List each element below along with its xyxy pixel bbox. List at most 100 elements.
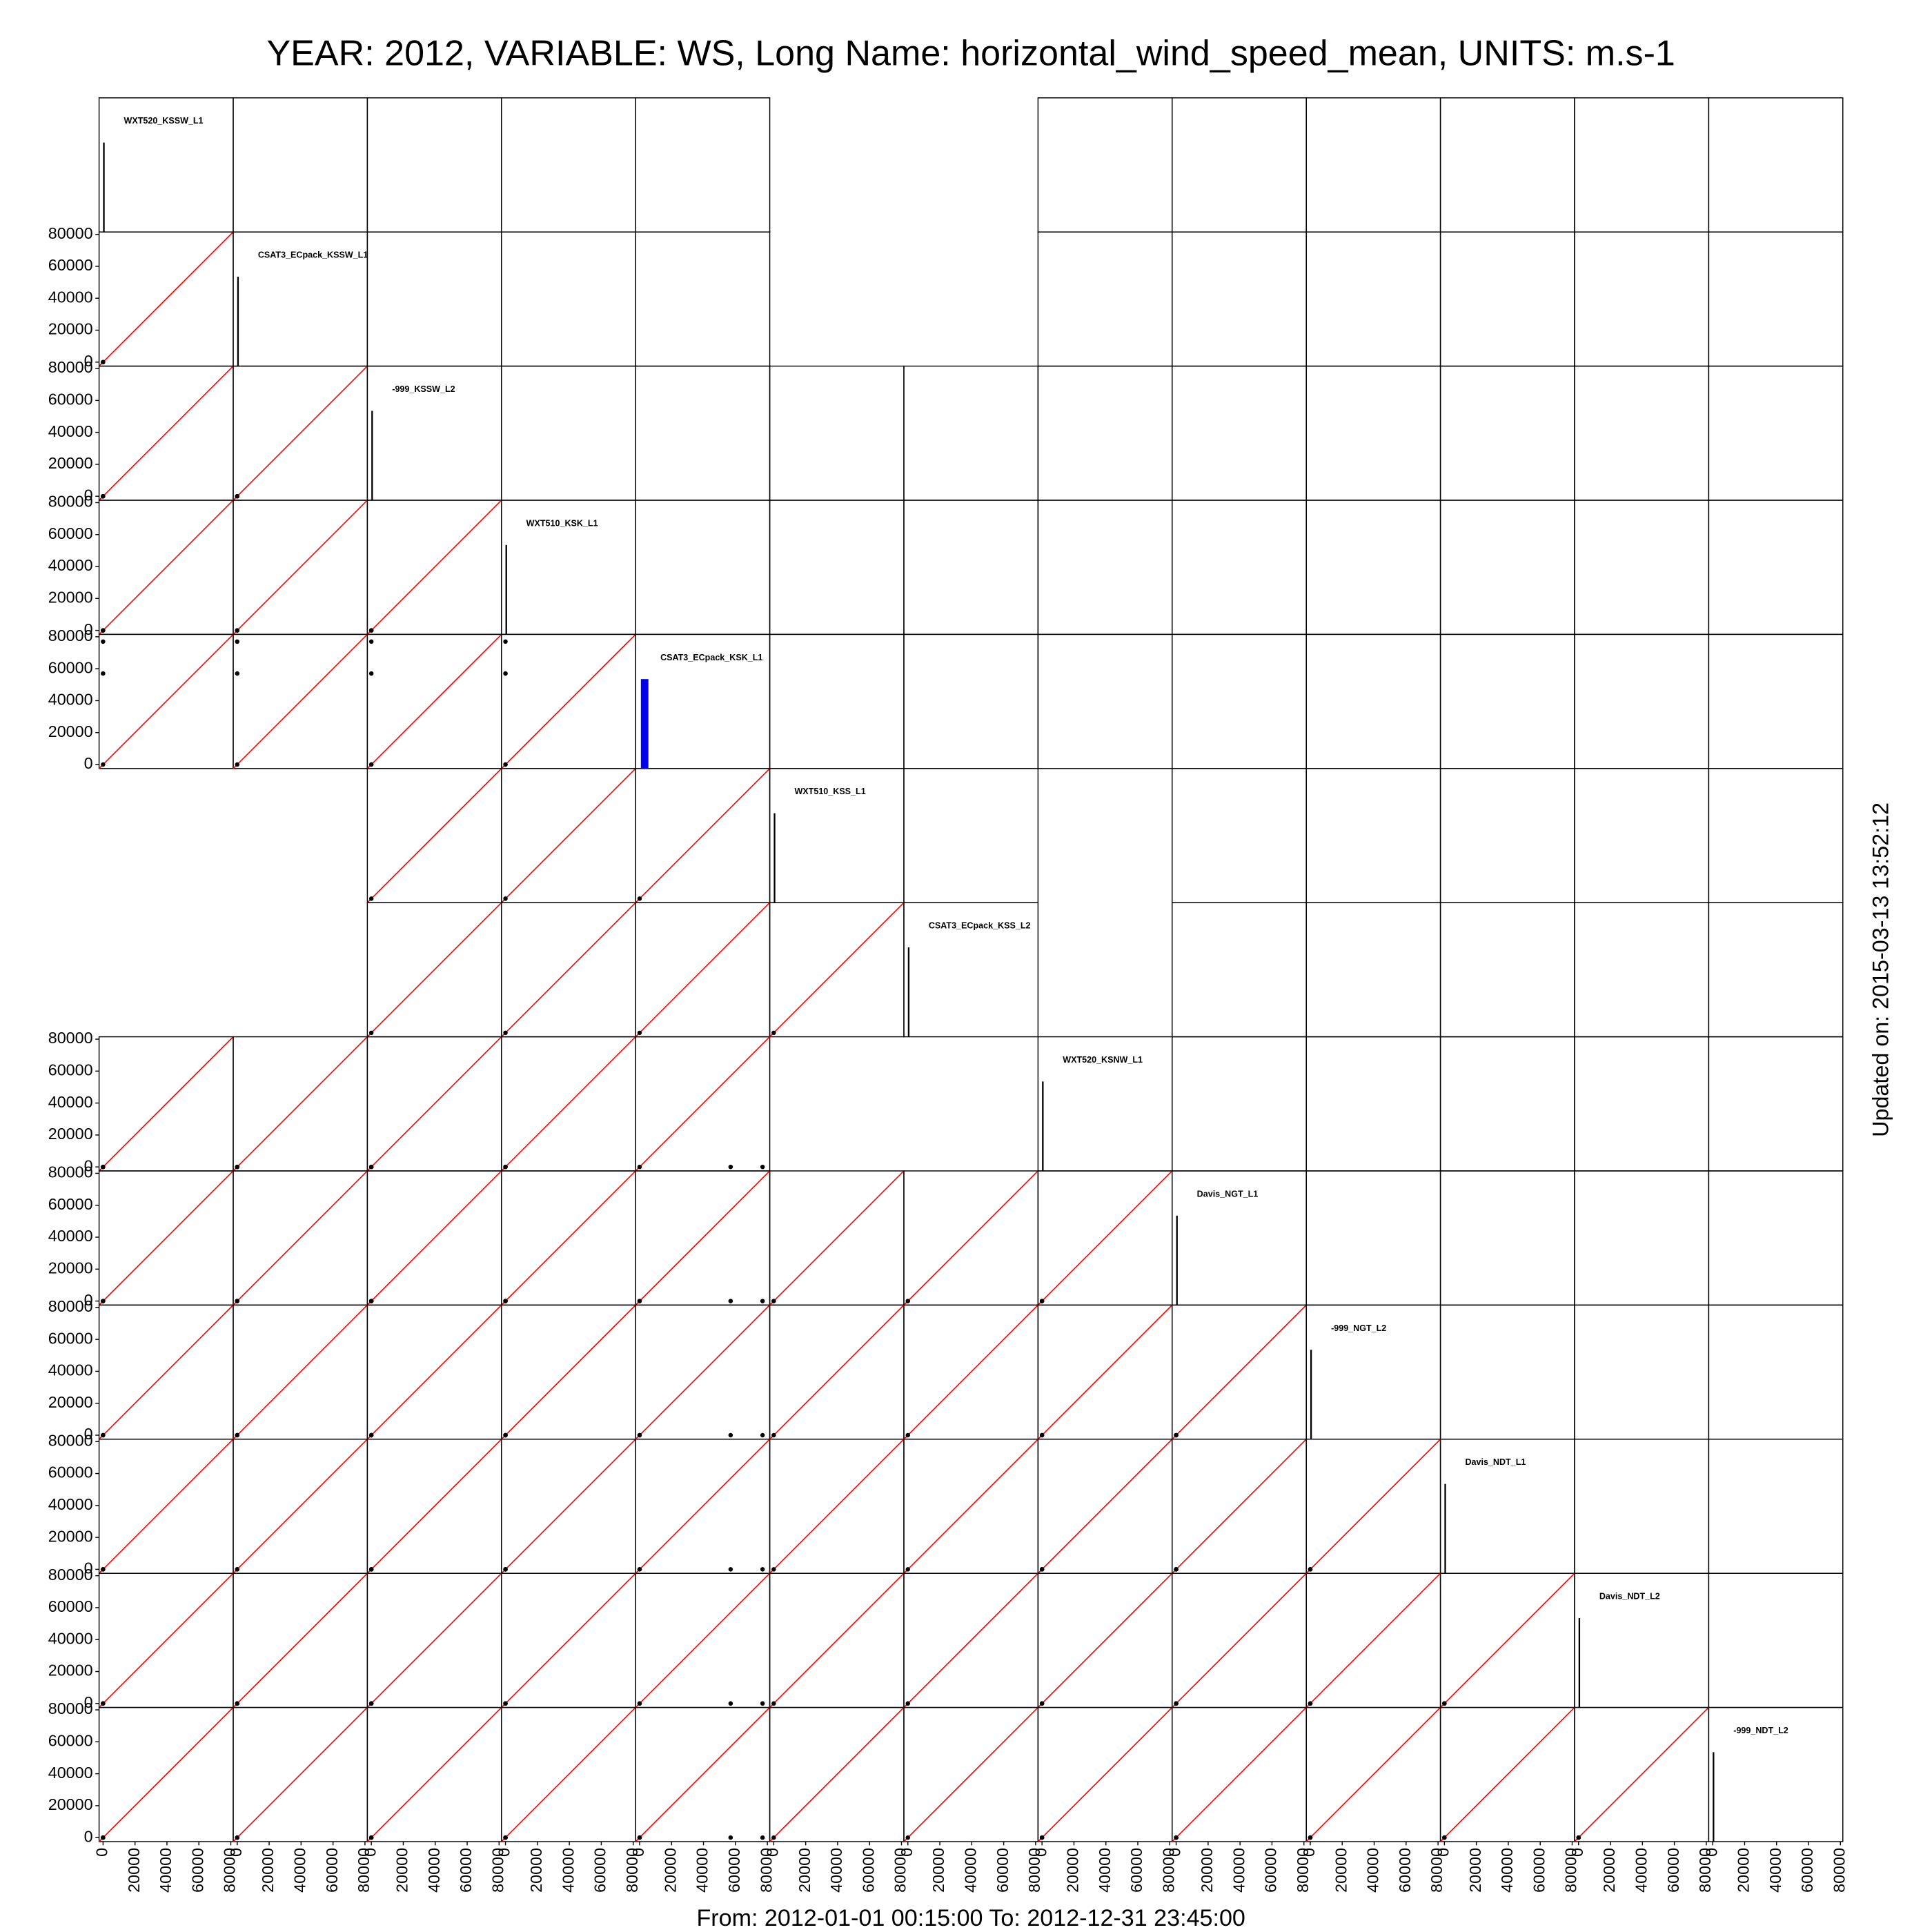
identity-line <box>99 633 234 769</box>
y-tick-label: 80000 <box>48 1699 93 1717</box>
panel-frame <box>1574 97 1710 233</box>
panel-frame <box>1305 768 1441 903</box>
identity-line <box>1305 1573 1441 1708</box>
point <box>637 1835 642 1840</box>
point <box>637 1030 642 1036</box>
point <box>235 1835 240 1840</box>
point <box>1174 1567 1179 1572</box>
x-tick-label: 80000 <box>1428 1848 1446 1893</box>
point <box>503 1299 508 1303</box>
y-tick-label: 20000 <box>48 1795 93 1813</box>
point <box>1174 1432 1179 1438</box>
panel-frame <box>1708 365 1844 501</box>
point <box>760 1835 765 1840</box>
identity-line <box>769 902 905 1038</box>
x-tick-label: 60000 <box>323 1848 341 1893</box>
point <box>368 1432 374 1438</box>
y-tick-label: 80000 <box>48 493 93 511</box>
panel-frame <box>1439 500 1575 635</box>
point <box>101 1164 106 1170</box>
variable-label: WXT510_KSS_L1 <box>794 787 865 796</box>
y-tick-label: 0 <box>84 1827 93 1845</box>
y-tick-label: 60000 <box>48 524 93 542</box>
panel-frame <box>501 97 636 233</box>
panel-frame <box>1305 231 1441 367</box>
point <box>760 1701 765 1706</box>
identity-line <box>99 1036 234 1172</box>
identity-line <box>501 1707 636 1842</box>
point <box>368 1030 374 1036</box>
x-tick-label: 60000 <box>1530 1848 1548 1893</box>
x-tick-label: 60000 <box>188 1848 206 1893</box>
panel-frame <box>1305 97 1441 233</box>
identity-line <box>635 768 771 903</box>
x-tick-label: 0 <box>361 1848 379 1857</box>
point <box>637 896 642 901</box>
y-tick-label: 0 <box>84 754 93 772</box>
x-tick-label: 60000 <box>1664 1848 1682 1893</box>
y-tick-label: 80000 <box>48 358 93 376</box>
x-tick-label: 40000 <box>827 1848 845 1893</box>
y-tick-label: 40000 <box>48 1227 93 1245</box>
panel-frame <box>903 768 1039 903</box>
panel-frame <box>769 365 905 501</box>
variable-label: WXT510_KSK_L1 <box>526 518 598 528</box>
x-tick-label: 20000 <box>661 1848 679 1893</box>
variable-label: CSAT3_ECpack_KSSW_L1 <box>258 250 368 260</box>
panel-frame <box>1574 1036 1710 1172</box>
point <box>368 1164 374 1170</box>
point <box>905 1835 910 1840</box>
histogram-bar <box>1444 1483 1446 1574</box>
y-tick-label: 40000 <box>48 556 93 574</box>
point <box>760 1567 765 1572</box>
point <box>368 1567 374 1572</box>
panel-frame <box>1172 97 1307 233</box>
point <box>101 493 106 499</box>
point <box>368 1701 374 1706</box>
panel-frame <box>1172 365 1307 501</box>
panel-frame <box>1439 1170 1575 1306</box>
y-tick-label: 40000 <box>48 1629 93 1647</box>
panel-frame <box>1305 902 1441 1038</box>
variable-label: Davis_NGT_L1 <box>1197 1189 1259 1199</box>
variable-label: CSAT3_ECpack_KSK_L1 <box>660 653 762 662</box>
y-tick-label: 20000 <box>48 454 93 472</box>
identity-line <box>501 1170 636 1305</box>
y-tick-label: 60000 <box>48 1731 93 1749</box>
identity-line <box>1440 1707 1575 1842</box>
panel-frame <box>1037 365 1173 501</box>
x-tick-label: 20000 <box>1064 1848 1082 1893</box>
point <box>503 1432 508 1438</box>
point <box>235 493 240 499</box>
point <box>760 1432 765 1438</box>
y-tick-label: 0 <box>84 1425 93 1443</box>
point <box>1039 1835 1045 1840</box>
x-tick-label: 40000 <box>961 1848 979 1893</box>
point <box>1442 1701 1447 1706</box>
x-tick-label: 0 <box>93 1848 111 1857</box>
y-tick-label: 20000 <box>48 1393 93 1411</box>
point <box>1576 1835 1581 1840</box>
identity-line <box>1305 1439 1441 1574</box>
point <box>235 639 240 644</box>
identity-line <box>99 1707 234 1842</box>
point <box>728 1701 733 1706</box>
panel-frame <box>1305 500 1441 635</box>
panel-frame <box>1708 1170 1844 1306</box>
point <box>368 1835 374 1840</box>
y-tick-label: 80000 <box>48 1163 93 1181</box>
identity-line <box>501 902 636 1038</box>
point <box>101 1701 106 1706</box>
identity-line <box>366 1036 502 1172</box>
y-tick-label: 20000 <box>48 320 93 338</box>
point <box>235 1701 240 1706</box>
identity-line <box>501 1573 636 1708</box>
x-tick-label: 40000 <box>157 1848 175 1893</box>
point <box>503 762 508 767</box>
identity-line <box>99 1439 234 1574</box>
point <box>1039 1432 1045 1438</box>
point <box>760 1164 765 1170</box>
point <box>368 762 374 767</box>
panel-frame <box>1574 768 1710 903</box>
histogram-bar <box>371 411 373 500</box>
